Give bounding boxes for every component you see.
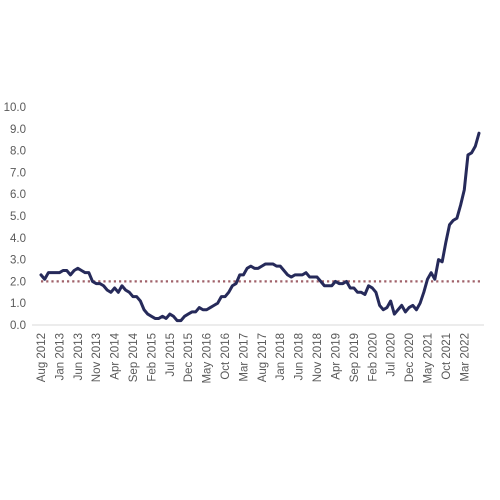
x-tick-label: Dec 2015 [183,333,195,382]
y-tick-label: 9.0 [10,124,26,136]
x-tick-label: Feb 2020 [367,333,379,382]
x-tick-label: Sep 2014 [128,332,140,382]
x-tick-label: Oct 2021 [441,333,453,380]
x-tick-label: Feb 2015 [146,333,158,382]
y-tick-label: 2.0 [10,276,26,288]
x-tick-label: Jan 2018 [275,333,287,380]
x-tick-label: May 2016 [202,333,214,384]
x-tick-label: Jul 2020 [386,333,398,376]
x-tick-label: Nov 2018 [312,333,324,382]
x-tick-label: Apr 2014 [110,332,122,379]
y-tick-label: 0.0 [10,320,26,332]
x-tick-label: Jun 2013 [73,333,85,380]
y-tick-label: 5.0 [10,211,26,223]
y-tick-label: 4.0 [10,233,26,245]
x-tick-label: Aug 2017 [257,333,269,382]
x-tick-label: Jan 2013 [54,333,66,380]
y-axis-ticks: 0.0 1.0 2.0 3.0 4.0 5.0 6.0 7.0 8.0 9.0 10.0 [4,102,26,332]
x-axis-ticks: Aug 2012 Jan 2013 Jun 2013 Nov 2013 Apr 2014… [36,332,471,383]
x-tick-label: Mar 2022 [459,333,471,382]
series-line [39,131,481,323]
x-tick-label: Nov 2013 [91,333,103,382]
y-tick-label: 7.0 [10,167,26,179]
y-tick-label: 8.0 [10,146,26,158]
x-tick-label: Dec 2020 [404,333,416,382]
x-tick-label: Aug 2012 [36,333,48,382]
x-tick-label: Sep 2019 [349,333,361,382]
x-tick-label: May 2021 [422,333,434,384]
y-tick-label: 1.0 [10,298,26,310]
x-tick-label: Mar 2017 [238,333,250,382]
y-tick-label: 6.0 [10,189,26,201]
x-tick-label: Apr 2019 [330,333,342,380]
x-tick-label: Jun 2018 [294,333,306,380]
x-tick-label: Jul 2015 [165,333,177,376]
x-tick-label: Oct 2016 [220,333,232,380]
y-tick-label: 3.0 [10,255,26,267]
y-tick-label: 10.0 [4,102,26,114]
